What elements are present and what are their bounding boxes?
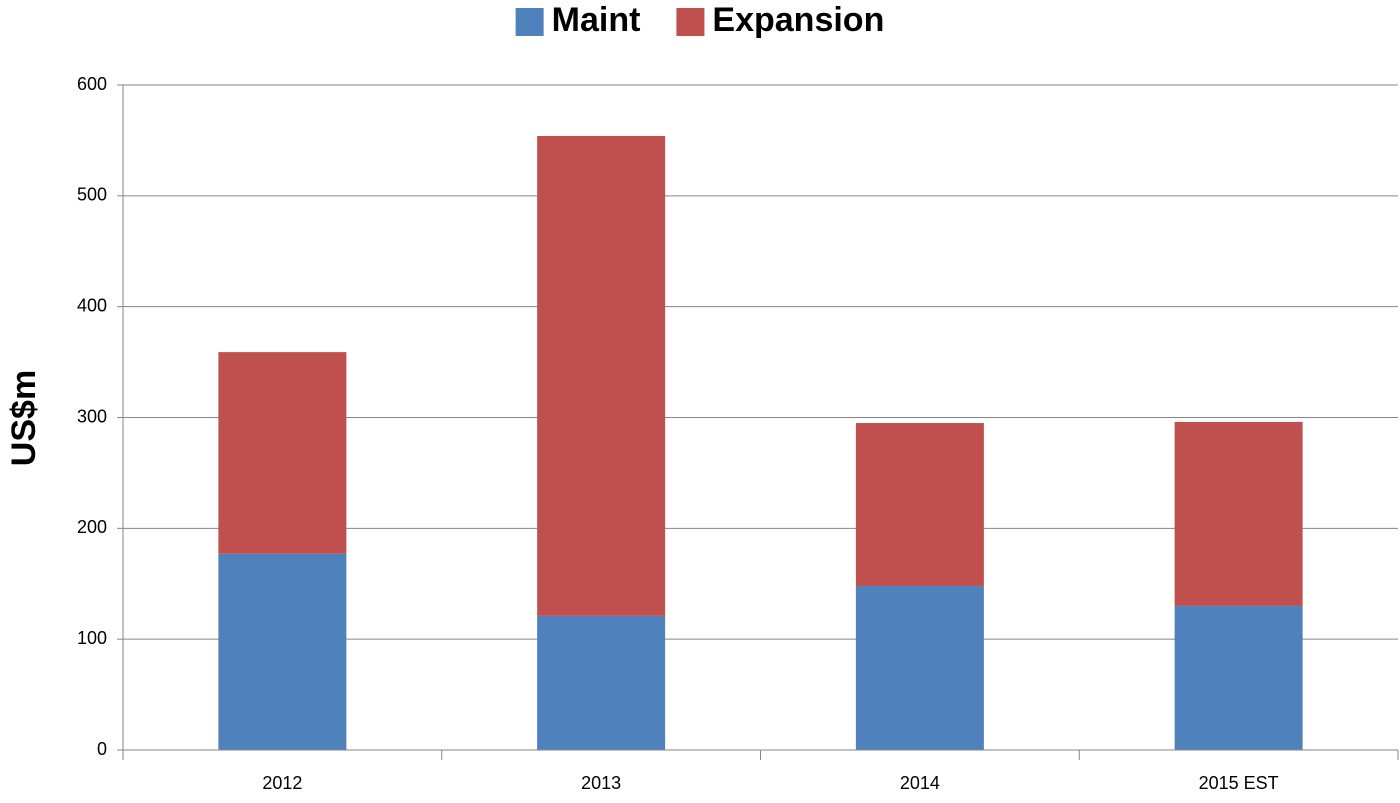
x-tick-label: 2012	[262, 773, 302, 793]
bar-segment	[537, 135, 666, 616]
bar-segment	[855, 585, 984, 750]
bar-segment	[1174, 421, 1303, 606]
bar-segment	[537, 615, 666, 750]
bar-segment	[218, 352, 347, 554]
x-tick-label: 2015 EST	[1199, 773, 1279, 793]
y-tick-label: 500	[77, 185, 107, 205]
y-tick-label: 200	[77, 517, 107, 537]
x-tick-label: 2014	[900, 773, 940, 793]
y-tick-label: 300	[77, 406, 107, 426]
legend-swatch	[676, 8, 705, 36]
legend-label: Maint	[552, 1, 641, 39]
x-tick-label: 2013	[581, 773, 621, 793]
legend-label: Expansion	[712, 1, 884, 39]
y-tick-label: 0	[97, 739, 107, 759]
legend-swatch	[515, 8, 544, 36]
y-tick-label: 600	[77, 74, 107, 94]
y-tick-label: 100	[77, 628, 107, 648]
y-axis-title: US$m	[5, 370, 43, 466]
bar-segment	[1174, 605, 1303, 750]
bar-segment	[218, 553, 347, 750]
y-tick-label: 400	[77, 295, 107, 315]
bar-segment	[855, 423, 984, 586]
